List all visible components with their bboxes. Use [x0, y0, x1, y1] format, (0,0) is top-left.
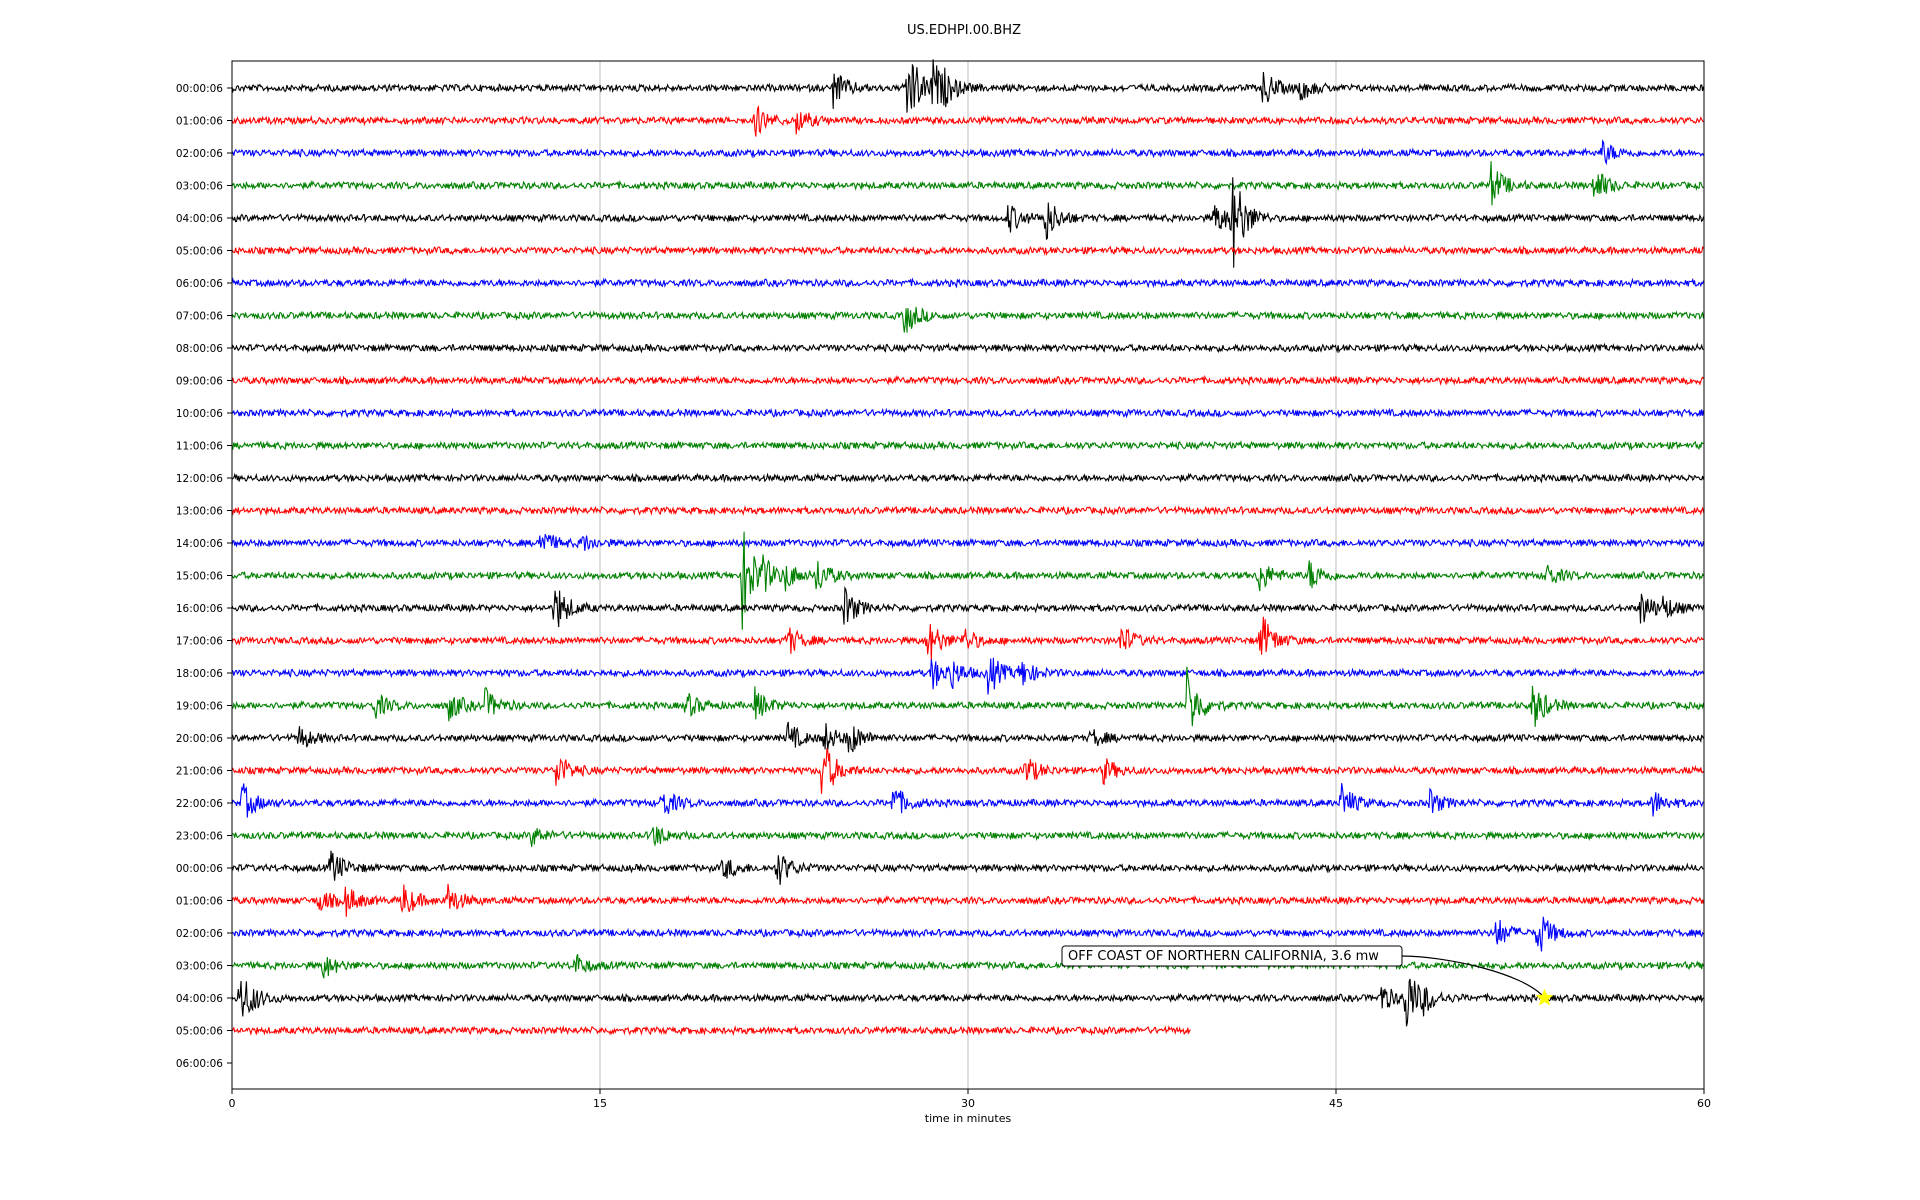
row-label: 07:00:06 [176, 311, 223, 323]
seismic-trace [231, 306, 1705, 333]
seismic-trace [231, 978, 1704, 1027]
plot-frame [231, 60, 1705, 1090]
row-label: 05:00:06 [176, 1026, 223, 1038]
row-label: 00:00:06 [176, 863, 223, 875]
row-label: 06:00:06 [176, 278, 223, 290]
row-label: 01:00:06 [176, 116, 223, 128]
seismic-trace [231, 177, 1705, 268]
seismic-trace [231, 883, 1705, 917]
row-label: 17:00:06 [176, 636, 223, 648]
seismic-trace [231, 783, 1704, 818]
row-label: 20:00:06 [176, 733, 223, 745]
row-label: 14:00:06 [176, 538, 223, 550]
x-tick-label: 45 [1329, 1097, 1343, 1110]
x-axis-label: time in minutes [925, 1112, 1012, 1125]
x-tick-group: 0 15 30 45 60 [229, 1089, 1711, 1110]
seismic-trace [231, 826, 1705, 847]
row-label: 18:00:06 [176, 668, 223, 680]
seismic-trace [231, 439, 1704, 452]
annotation-group: OFF COAST OF NORTHERN CALIFORNIA, 3.6 mw [1061, 945, 1554, 1006]
row-label: 13:00:06 [176, 506, 223, 518]
row-label: 09:00:06 [176, 376, 223, 388]
row-label: 04:00:06 [176, 993, 223, 1005]
row-label: 15:00:06 [176, 571, 223, 583]
row-label: 19:00:06 [176, 701, 223, 713]
annotation-label: OFF COAST OF NORTHERN CALIFORNIA, 3.6 mw [1068, 949, 1379, 964]
seismic-trace [231, 721, 1705, 753]
row-label: 02:00:06 [176, 928, 223, 940]
seismic-trace [231, 747, 1704, 794]
x-tick-label: 60 [1697, 1097, 1711, 1110]
row-label: 06:00:06 [176, 1058, 223, 1070]
row-label-group: 00:00:06 01:00:06 02:00:06 03:00:06 04:00:06… [176, 83, 232, 1070]
seismic-trace [231, 531, 1704, 630]
row-label: 23:00:06 [176, 831, 223, 843]
seismic-trace [231, 850, 1704, 885]
chart-title: US.EDHPI.00.BHZ [907, 23, 1021, 38]
seismic-trace [231, 472, 1705, 484]
seismic-trace [231, 139, 1705, 166]
row-label: 01:00:06 [176, 896, 223, 908]
seismic-trace [231, 59, 1705, 113]
seismic-trace [231, 161, 1704, 206]
seismic-trace [231, 534, 1705, 551]
row-label: 00:00:06 [176, 83, 223, 95]
seismic-trace [231, 1025, 1191, 1037]
trace-group [231, 59, 1705, 1037]
row-label: 08:00:06 [176, 343, 223, 355]
seismic-trace [231, 407, 1705, 419]
seismic-trace [231, 616, 1704, 661]
row-label: 21:00:06 [176, 766, 223, 778]
row-label: 03:00:06 [176, 181, 223, 193]
row-label: 22:00:06 [176, 798, 223, 810]
row-label: 04:00:06 [176, 213, 223, 225]
seismic-trace [231, 657, 1705, 695]
row-label: 02:00:06 [176, 148, 223, 160]
seismic-trace [231, 916, 1704, 952]
row-label: 03:00:06 [176, 961, 223, 973]
row-label: 05:00:06 [176, 246, 223, 258]
x-tick-label: 15 [593, 1097, 607, 1110]
row-label: 16:00:06 [176, 603, 223, 615]
row-label: 12:00:06 [176, 473, 223, 485]
seismic-trace [231, 342, 1704, 354]
x-tick-label: 30 [961, 1097, 975, 1110]
seismic-trace [231, 666, 1705, 727]
annotation-connector [1401, 955, 1545, 999]
annotation-box [1061, 945, 1403, 967]
x-tick-label: 0 [229, 1097, 236, 1110]
seismic-trace [231, 277, 1705, 289]
seismic-trace [231, 374, 1704, 387]
seismic-trace [231, 585, 1705, 628]
seismic-trace [231, 105, 1704, 137]
seismic-trace [231, 954, 1704, 979]
event-star-icon [1535, 988, 1554, 1006]
row-label: 10:00:06 [176, 408, 223, 420]
seismic-trace [231, 244, 1704, 257]
row-label: 11:00:06 [176, 441, 223, 453]
seismic-trace [231, 505, 1705, 517]
